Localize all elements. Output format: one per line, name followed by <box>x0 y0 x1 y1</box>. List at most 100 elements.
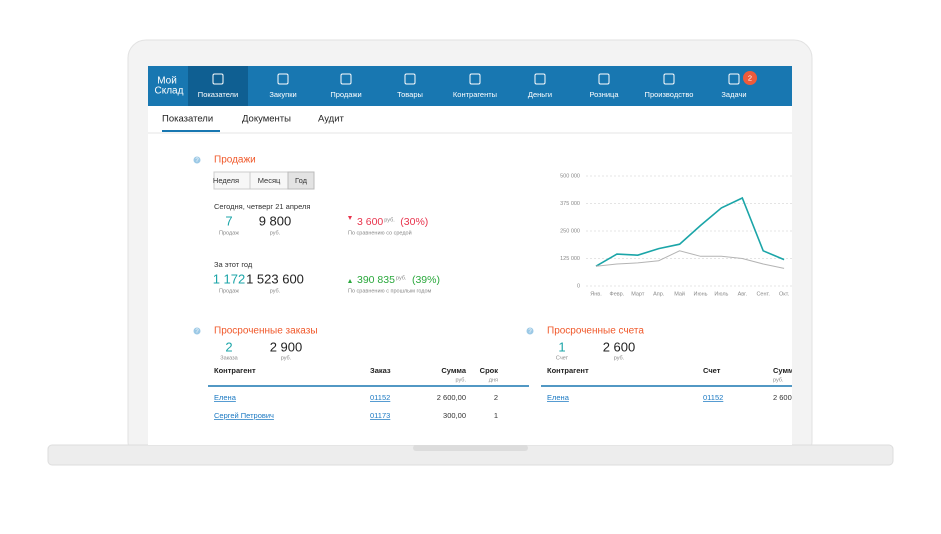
nav-item[interactable]: Контрагенты <box>453 90 497 99</box>
help-icon-text: ? <box>528 329 532 335</box>
column-header: Контрагент <box>547 366 589 375</box>
period-button[interactable]: Месяц <box>258 176 281 185</box>
logo: Склад <box>155 86 184 97</box>
nav-item[interactable]: Закупки <box>269 90 296 99</box>
sum: 1 523 600 <box>246 271 304 286</box>
laptop-notch <box>413 445 528 451</box>
nav-bar <box>148 66 792 106</box>
cell: 2 600,00 <box>437 393 466 402</box>
tab[interactable]: Аудит <box>318 114 345 125</box>
help-icon <box>193 327 201 335</box>
column-header: Сумма <box>441 366 466 375</box>
nav-item[interactable]: Задачи <box>721 90 746 99</box>
screen-bg <box>148 66 792 445</box>
nav-icon <box>598 73 610 85</box>
caption: За этот год <box>214 260 253 269</box>
y-tick-label: 0 <box>577 283 580 289</box>
column-header: Срок <box>480 366 499 375</box>
nav-icon <box>728 73 740 85</box>
link[interactable]: 01152 <box>703 393 723 402</box>
nav-item[interactable]: Продажи <box>330 90 361 99</box>
x-tick-label: Март <box>631 291 645 297</box>
note: По сравнению с прошлым годом <box>348 288 432 294</box>
count: 1 172 <box>213 271 246 286</box>
x-tick-label: Окт. <box>779 291 790 297</box>
period-button[interactable]: Неделя <box>213 176 239 185</box>
logo: Мой <box>157 76 177 87</box>
help-icon-text: ? <box>195 158 199 164</box>
caption: Сегодня, четверг 21 апреля <box>214 202 310 211</box>
y-tick-label: 375 000 <box>560 201 580 207</box>
column-unit: руб. <box>773 377 784 383</box>
unit: руб. <box>281 355 292 361</box>
badge <box>743 71 757 85</box>
unit: руб. <box>614 355 625 361</box>
unit: руб. <box>270 230 281 236</box>
link[interactable]: Елена <box>547 393 570 402</box>
period-button[interactable]: Год <box>295 176 308 185</box>
x-tick-label: Сент. <box>756 291 770 297</box>
down-arrow <box>348 216 352 220</box>
unit: руб. <box>270 288 281 294</box>
section-title: Продажи <box>214 155 256 166</box>
nav-icon <box>340 73 352 85</box>
delta: 3 600 <box>357 216 383 228</box>
sum: 2 900 <box>270 339 303 354</box>
x-tick-label: Апр. <box>653 291 665 297</box>
count: 2 <box>225 339 232 354</box>
y-tick-label: 500 000 <box>560 173 580 179</box>
x-tick-label: Февр. <box>610 291 625 297</box>
series-line <box>595 196 785 267</box>
help-icon-text: ? <box>195 329 199 335</box>
unit: Продаж <box>219 230 239 236</box>
link[interactable]: Елена <box>214 393 237 402</box>
badge-count: 2 <box>748 73 752 82</box>
cell: 2 600,00 <box>773 393 802 402</box>
note: По сравнению со средой <box>348 229 412 236</box>
cell: 2 <box>494 393 498 402</box>
nav-active <box>188 66 248 106</box>
sum: 9 800 <box>259 213 292 228</box>
column-header: Сумма <box>773 366 798 375</box>
count: 7 <box>225 213 232 228</box>
up-arrow <box>348 279 352 283</box>
link[interactable]: 01152 <box>370 393 390 402</box>
y-tick-label: 125 000 <box>560 256 580 262</box>
column-unit: руб. <box>456 377 467 383</box>
series-line <box>595 250 785 269</box>
nav-item[interactable]: Показатели <box>198 90 238 99</box>
column-header: Счет <box>703 366 721 375</box>
tab[interactable]: Документы <box>242 114 291 125</box>
link[interactable]: Сергей Петрович <box>214 411 274 420</box>
unit: Заказа <box>220 355 238 361</box>
delta-percent: (30%) <box>400 216 428 228</box>
column-unit: дня <box>489 377 498 383</box>
column-header: Контрагент <box>214 366 256 375</box>
nav-item[interactable]: Товары <box>397 90 423 99</box>
unit: Счет <box>556 355 569 361</box>
x-tick-label: Май <box>674 290 685 297</box>
unit: руб. <box>384 217 395 223</box>
plot <box>595 196 785 269</box>
y-tick-label: 250 000 <box>560 228 580 234</box>
sum: 2 600 <box>603 339 636 354</box>
unit: Продаж <box>219 288 239 294</box>
help-icon <box>193 156 201 164</box>
nav-item[interactable]: Деньги <box>528 90 552 99</box>
section-title: Просроченные счета <box>547 326 644 337</box>
nav-icon <box>404 73 416 85</box>
period-active <box>287 171 315 190</box>
x-tick-label: Июнь <box>694 291 708 297</box>
tab[interactable]: Показатели <box>162 114 213 125</box>
help-icon <box>526 327 534 335</box>
nav-item[interactable]: Розница <box>590 90 620 99</box>
x-tick-label: Июль <box>714 291 728 297</box>
nav-icon <box>277 73 289 85</box>
cell: 1 <box>494 411 498 420</box>
column-header: Заказ <box>370 366 391 375</box>
nav-item[interactable]: Производство <box>645 90 694 99</box>
link[interactable]: 01173 <box>370 411 390 420</box>
